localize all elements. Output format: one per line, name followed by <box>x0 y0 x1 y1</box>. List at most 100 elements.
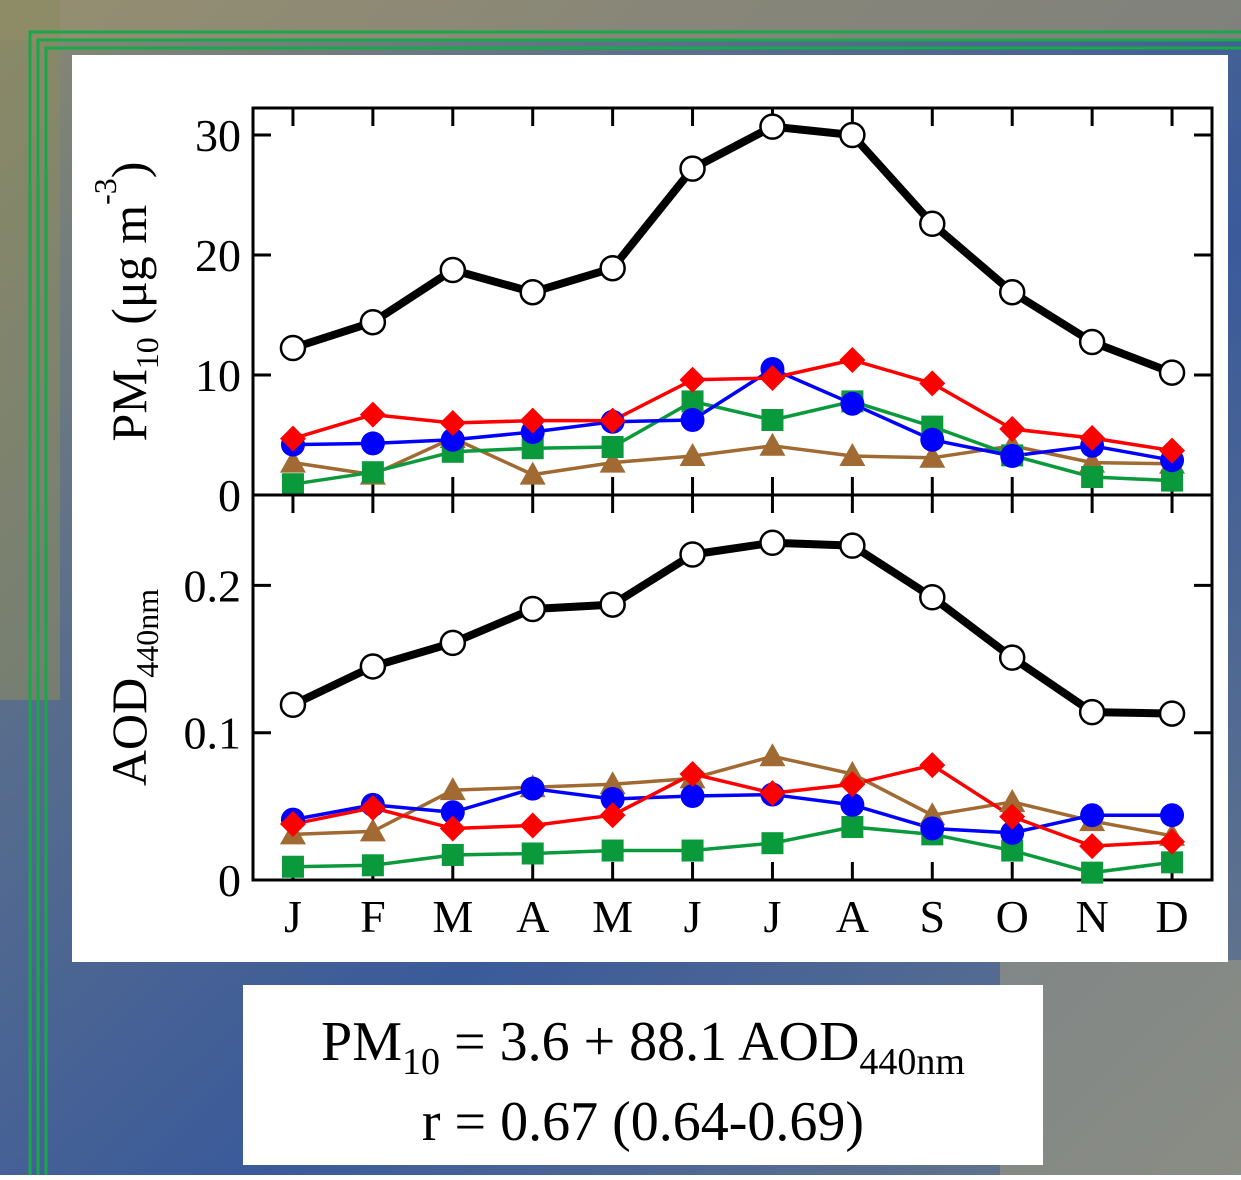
marker <box>359 794 386 821</box>
eq-part: = 3.6 + 88.1 AOD <box>440 1011 859 1073</box>
marker <box>1078 698 1106 726</box>
equation: PM10 = 3.6 + 88.1 AOD440nm <box>321 1011 965 1083</box>
x-tick-label: A <box>516 891 549 942</box>
marker <box>359 308 387 336</box>
marker <box>1000 820 1025 845</box>
marker <box>359 401 386 428</box>
marker <box>919 752 946 779</box>
marker <box>759 113 786 140</box>
y-label-part: (μg m <box>101 205 157 337</box>
marker <box>601 839 624 862</box>
y-label-part: AOD <box>101 678 157 786</box>
marker <box>759 780 786 807</box>
marker <box>679 366 706 393</box>
marker <box>1078 328 1106 356</box>
marker <box>1080 803 1105 828</box>
marker <box>439 815 466 842</box>
x-tick-label: J <box>284 891 302 942</box>
border-lines <box>28 30 1241 1175</box>
marker <box>519 812 546 839</box>
marker <box>441 843 464 866</box>
y-tick-label: 10 <box>195 350 241 401</box>
x-tick-label: A <box>836 891 869 942</box>
marker <box>919 370 946 397</box>
marker <box>1159 828 1186 855</box>
y-label-part: PM <box>101 369 157 441</box>
marker <box>841 815 864 838</box>
marker <box>998 278 1026 306</box>
marker <box>1158 700 1186 727</box>
y-tick-label: 0.2 <box>184 560 242 611</box>
marker <box>361 854 384 877</box>
marker <box>840 391 865 416</box>
marker <box>279 425 306 452</box>
marker <box>601 436 624 458</box>
y-tick-label: 30 <box>195 110 241 161</box>
marker <box>679 155 706 182</box>
marker <box>680 784 705 809</box>
series-line <box>291 122 1174 377</box>
x-tick-label: O <box>996 891 1029 942</box>
x-tick-label: S <box>919 891 945 942</box>
marker <box>359 818 386 842</box>
series-line <box>291 538 1173 718</box>
marker <box>840 792 865 817</box>
marker <box>519 278 546 306</box>
marker <box>599 591 626 618</box>
marker <box>919 210 946 238</box>
marker <box>599 407 626 434</box>
marker <box>359 653 387 680</box>
x-tick-label: N <box>1076 891 1109 942</box>
marker <box>1161 469 1184 492</box>
equation-box <box>243 985 1043 1165</box>
marker <box>761 832 784 855</box>
marker <box>1161 851 1184 874</box>
y-tick-label: 20 <box>195 230 241 281</box>
marker <box>279 449 306 473</box>
marker <box>439 256 467 284</box>
series-line <box>292 754 1173 838</box>
marker <box>360 431 385 456</box>
marker <box>759 529 786 556</box>
y-label-part: ) <box>101 162 157 179</box>
marker <box>519 595 546 623</box>
marker <box>279 811 306 838</box>
marker <box>599 802 626 829</box>
y-label-part: 10 <box>129 337 165 369</box>
marker <box>679 443 706 466</box>
marker <box>1081 861 1104 884</box>
series-line <box>292 763 1173 848</box>
marker <box>679 760 706 787</box>
marker <box>999 803 1026 830</box>
y-label-part: 440nm <box>129 589 165 678</box>
marker <box>920 816 945 841</box>
marker <box>920 427 945 452</box>
marker <box>519 461 546 485</box>
eq-sub: 10 <box>402 1041 440 1083</box>
marker <box>998 644 1026 671</box>
marker <box>1160 803 1185 828</box>
marker <box>521 842 544 865</box>
marker <box>680 408 705 432</box>
marker <box>759 432 786 456</box>
marker <box>439 777 466 801</box>
marker <box>281 855 304 878</box>
y-axis-label: AOD440nm <box>101 589 165 786</box>
marker <box>520 776 545 801</box>
marker <box>999 416 1026 442</box>
marker <box>839 771 866 798</box>
series-line <box>292 367 1173 462</box>
marker <box>919 444 946 468</box>
marker <box>599 254 626 282</box>
terrain <box>0 0 1241 40</box>
chart-panel <box>72 55 1228 962</box>
marker <box>1081 466 1104 488</box>
eq-sub: 440nm <box>859 1041 965 1083</box>
marker <box>281 473 304 496</box>
marker <box>361 461 384 484</box>
correlation: r = 0.67 (0.64-0.69) <box>422 1091 864 1153</box>
marker <box>1001 839 1024 862</box>
marker <box>839 121 866 149</box>
